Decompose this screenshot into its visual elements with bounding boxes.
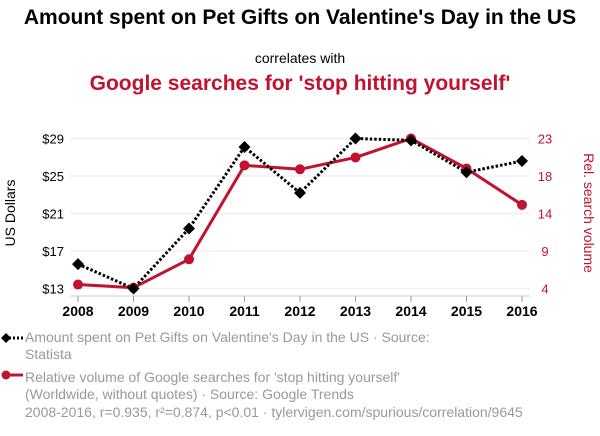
data-point-search-volume — [184, 254, 194, 265]
legend-item-series2: Relative volume of Google searches for '… — [1, 369, 465, 403]
data-point-search-volume — [295, 164, 305, 175]
data-point-search-volume — [517, 199, 527, 210]
x-tick-label: 2008 — [62, 303, 93, 319]
y-tick-label-right: 23 — [538, 132, 552, 147]
series-line-pet-gifts — [77, 137, 523, 290]
chart-title-secondary: Google searches for 'stop hitting yourse… — [89, 72, 511, 95]
data-point-pet-gifts — [405, 134, 417, 147]
legend-item-series1: Amount spent on Pet Gifts on Valentine's… — [1, 329, 465, 363]
data-point-pet-gifts — [72, 258, 84, 271]
y-tick-label-right: 9 — [541, 244, 548, 259]
data-point-pet-gifts — [460, 166, 473, 179]
y-axis-label-right: Rel. search volume — [581, 153, 597, 273]
y-tick-label-left: $21 — [42, 207, 64, 222]
y-tick-label-left: $17 — [42, 244, 64, 259]
correlates-with-text: correlates with — [254, 50, 346, 66]
y-tick-label-left: $25 — [42, 169, 64, 184]
data-point-pet-gifts — [127, 282, 140, 295]
x-tick-label: 2016 — [506, 303, 537, 319]
data-point-pet-gifts — [294, 186, 306, 199]
data-point-pet-gifts — [183, 222, 195, 235]
x-tick-label: 2012 — [284, 303, 315, 319]
footer-stats: 2008-2016, r=0.935, r²=0.874, p<0.01 · t… — [25, 404, 523, 420]
y-axis-label-left: US Dollars — [2, 180, 18, 247]
x-tick-label: 2009 — [118, 303, 149, 319]
x-tick-label: 2015 — [451, 303, 482, 319]
y-tick-label-left: $13 — [42, 282, 64, 297]
legend-label-series1: Amount spent on Pet Gifts on Valentine's… — [25, 329, 430, 362]
data-point-pet-gifts — [349, 132, 362, 145]
data-point-search-volume — [350, 152, 361, 163]
data-point-pet-gifts — [238, 140, 251, 153]
legend-label-series2: Relative volume of Google searches for '… — [25, 369, 400, 402]
y-tick-label-right: 18 — [538, 169, 552, 184]
y-tick-label-right: 14 — [538, 207, 552, 222]
y-tick-label-left: $29 — [42, 132, 64, 147]
data-point-search-volume — [239, 160, 250, 171]
x-tick-label: 2014 — [395, 303, 426, 319]
data-point-pet-gifts — [516, 155, 528, 167]
x-tick-label: 2010 — [173, 303, 204, 319]
circle-solid-line-icon — [1, 370, 23, 380]
x-tick-label: 2011 — [229, 303, 260, 319]
x-tick-label: 2013 — [340, 303, 371, 319]
data-point-search-volume — [73, 279, 83, 290]
chart-title: Amount spent on Pet Gifts on Valentine's… — [23, 6, 577, 29]
diamond-dotted-line-icon — [1, 333, 23, 343]
y-tick-label-right: 4 — [541, 282, 548, 297]
